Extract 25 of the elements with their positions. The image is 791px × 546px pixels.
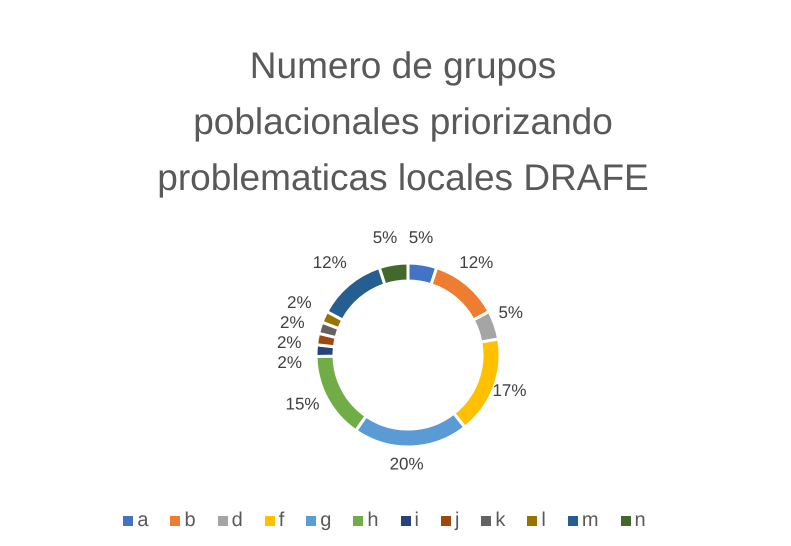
- legend-label: f: [278, 509, 284, 531]
- legend-label: l: [541, 509, 546, 531]
- data-label: 2%: [287, 293, 312, 312]
- legend-label: h: [367, 509, 379, 531]
- data-label: 12%: [312, 253, 347, 272]
- data-label: 5%: [408, 228, 434, 247]
- legend-label: g: [320, 509, 332, 531]
- data-label: 20%: [390, 454, 424, 474]
- legend-label: n: [634, 509, 646, 531]
- legend-label: m: [582, 509, 599, 531]
- data-label: 15%: [286, 394, 320, 414]
- legend-label: k: [495, 509, 506, 531]
- legend-label: b: [184, 509, 196, 531]
- data-label: 17%: [492, 381, 527, 400]
- legend-label: j: [454, 509, 460, 531]
- data-label: 5%: [498, 303, 524, 322]
- data-label: 2%: [277, 353, 302, 372]
- legend-label: a: [137, 509, 148, 531]
- data-label: 2%: [280, 313, 305, 332]
- data-label: 2%: [276, 333, 302, 352]
- data-label: 5%: [372, 228, 398, 247]
- chart-title: Numero de grupos poblacionales priorizando problematicas locales DRAFE: [156, 44, 650, 200]
- legend-label: i: [414, 509, 419, 531]
- data-label: 12%: [459, 253, 494, 272]
- legend-label: d: [232, 509, 243, 531]
